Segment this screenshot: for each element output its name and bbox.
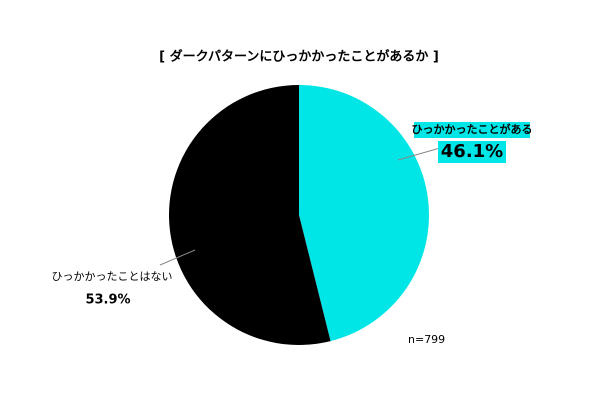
value-label: 46.1% (441, 141, 503, 162)
legend-label: ひっかかったことはない (52, 270, 173, 283)
leader-line (159, 249, 196, 266)
pie-slice (299, 85, 429, 342)
label-highlight (414, 122, 530, 138)
leader-line (397, 147, 441, 161)
pie (168, 85, 429, 346)
note: n=799 (408, 333, 445, 346)
pie-slice (168, 85, 331, 346)
chart-title: [ ダークパターンにひっかかったことがあるか ] (159, 49, 439, 65)
value-label: 53.9% (85, 293, 130, 308)
legend-label: ひっかかったことがある (412, 122, 533, 136)
label-highlight (438, 141, 506, 163)
